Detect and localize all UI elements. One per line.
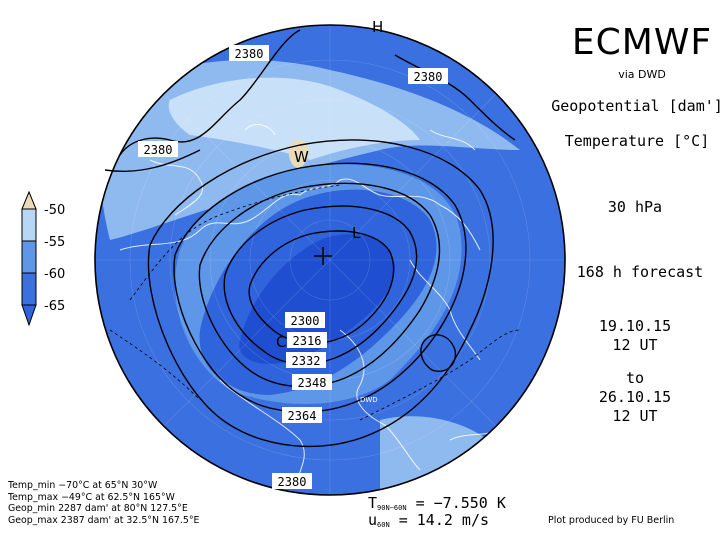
contour-2348 (173, 162, 467, 413)
mean-temperature: T90N−60N = −7.550 K (368, 494, 506, 512)
contour-2316 (223, 205, 418, 365)
coastlines (119, 124, 501, 486)
contour-label: 2348 (292, 374, 332, 390)
legend-label: -55 (44, 235, 65, 250)
svg-text:2348: 2348 (298, 376, 327, 390)
svg-text:2380: 2380 (278, 475, 307, 489)
extrema-stats: Temp_min −70°C at 65°N 30°W Temp_max −49… (8, 480, 199, 526)
low-marker: L (352, 224, 361, 242)
source-label: via DWD (618, 68, 666, 81)
temperature-field (95, 25, 565, 495)
high-marker: H (372, 18, 383, 36)
svg-text:2332: 2332 (292, 354, 321, 368)
graticule (95, 25, 565, 495)
contour-label: 2300 (285, 312, 325, 328)
pressure-level: 30 hPa (607, 198, 663, 216)
legend-swatch (21, 190, 37, 210)
mean-wind: u60N = 14.2 m/s (368, 511, 489, 529)
contour-label: 2316 (287, 332, 327, 348)
contour-label: 2364 (282, 407, 322, 423)
coldest-core (239, 234, 395, 364)
contour-label: 2380 (408, 68, 448, 84)
legend-label: -65 (44, 299, 65, 314)
legend-swatch (21, 272, 37, 306)
temp-max: Temp_max −49°C at 62.5°N 165°W (8, 491, 175, 503)
contour-2332 (198, 182, 441, 388)
svg-text:2380: 2380 (144, 143, 173, 157)
field-label-geopotential: Geopotential [dam'] (551, 97, 723, 115)
cold-marker: C (276, 333, 286, 351)
contour-2380-north (119, 29, 301, 156)
contour-2380-west (104, 149, 201, 172)
contour-label: 2332 (286, 352, 326, 368)
legend-swatch (21, 240, 37, 274)
contour-closed-small (420, 334, 457, 372)
valid-time: 12 UT (612, 407, 658, 425)
u-symbol: u (368, 511, 378, 529)
legend-swatch (21, 304, 37, 327)
init-time: 12 UT (612, 336, 658, 354)
temp-min: Temp_min −70°C at 65°N 30°W (8, 480, 158, 491)
credit-label: Plot produced by FU Berlin (548, 515, 675, 526)
contour-2380-ne (394, 54, 516, 141)
legend-label: -50 (44, 203, 65, 218)
south-warm-band (380, 416, 500, 495)
temperature-isolines (109, 184, 521, 421)
valid-date: 26.10.15 (598, 388, 672, 406)
t-subscript: 90N−60N (377, 504, 407, 512)
svg-text:2300: 2300 (291, 314, 320, 328)
warm-marker: W (294, 148, 309, 166)
t-value: = −7.550 K (415, 494, 506, 512)
t-symbol: T (368, 494, 378, 512)
geopotential-contours (104, 29, 516, 448)
range-separator: to (625, 369, 645, 387)
svg-text:2380: 2380 (235, 47, 264, 61)
pole-cross-icon (314, 247, 332, 265)
legend-label: -60 (44, 267, 65, 282)
legend-swatch (21, 208, 37, 242)
svg-text:2380: 2380 (414, 70, 443, 84)
station-label: DWD (360, 396, 378, 404)
init-date: 19.10.15 (598, 317, 672, 335)
temperature-legend: -50 -55 -60 -65 (21, 190, 65, 327)
contour-label: 2380 (138, 141, 178, 157)
geop-min: Geop_min 2287 dam' at 80°N 127.5°E (8, 503, 188, 515)
forecast-hours: 168 h forecast (576, 263, 704, 281)
contour-label: 2380 (272, 473, 312, 489)
svg-text:2364: 2364 (288, 409, 317, 423)
u-value: = 14.2 m/s (398, 511, 490, 529)
map-border (94, 24, 566, 496)
u-subscript: 60N (377, 521, 390, 529)
contour-2364 (147, 139, 494, 448)
svg-text:2316: 2316 (293, 334, 322, 348)
geop-max: Geop_max 2387 dam' at 32.5°N 167.5°E (8, 514, 200, 526)
field-label-temperature: Temperature [°C] (564, 132, 710, 150)
brand-title: ECMWF (571, 22, 713, 63)
contour-2300 (248, 230, 395, 344)
pressure-markers: H L W C DWD (276, 18, 383, 404)
contour-label: 2380 (229, 45, 269, 61)
contour-labels: 2380 2380 2380 2300 2316 2332 2348 2364 … (138, 45, 448, 489)
